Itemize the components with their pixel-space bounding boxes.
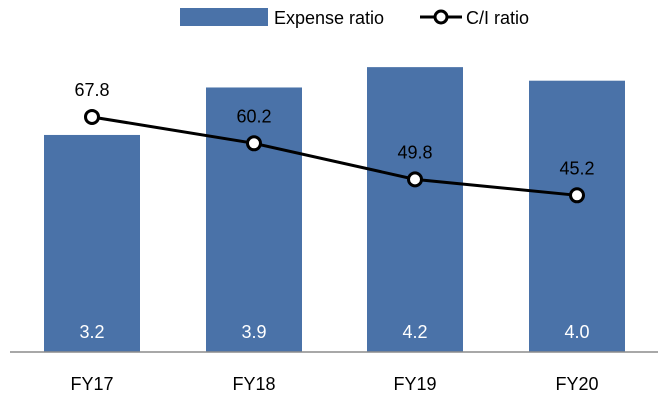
- bar-fy20: [529, 80, 625, 353]
- ci-ratio-value-label: 49.8: [397, 142, 432, 162]
- ci-ratio-line: [91, 115, 578, 197]
- ci-ratio-point: [569, 187, 585, 204]
- legend-label-expense-ratio: Expense ratio: [274, 8, 384, 28]
- x-tick-label: FY18: [232, 374, 275, 394]
- ci-ratio-value-label: 67.8: [74, 80, 109, 100]
- legend-label-ci-ratio: C/I ratio: [466, 8, 529, 28]
- bar-value-label: 3.2: [79, 322, 104, 342]
- x-tick-label: FY20: [555, 374, 598, 394]
- x-tick-label: FY19: [393, 374, 436, 394]
- ci-ratio-point: [84, 108, 100, 125]
- legend: Expense ratio C/I ratio: [180, 8, 529, 28]
- bar-value-label: 3.9: [241, 322, 266, 342]
- ci-ratio-point: [246, 135, 262, 152]
- x-tick-labels: FY17 FY18 FY19 FY20: [70, 374, 598, 394]
- legend-swatch-expense-ratio: [180, 8, 268, 26]
- bar-series: [44, 67, 625, 353]
- bar-value-label: 4.0: [564, 322, 589, 342]
- ci-ratio-point: [407, 171, 423, 188]
- bar-value-labels: 3.2 3.9 4.2 4.0: [79, 322, 589, 342]
- legend-marker-ci-ratio: [433, 9, 449, 25]
- ci-ratio-value-label: 45.2: [559, 158, 594, 178]
- x-tick-label: FY17: [70, 374, 113, 394]
- bar-fy18: [206, 87, 302, 352]
- bar-fy19: [367, 67, 463, 352]
- ci-ratio-value-label: 60.2: [236, 106, 271, 126]
- line-series: 67.8 60.2 49.8 45.2: [74, 80, 595, 204]
- bar-value-label: 4.2: [402, 322, 427, 342]
- bar-fy17: [44, 134, 140, 352]
